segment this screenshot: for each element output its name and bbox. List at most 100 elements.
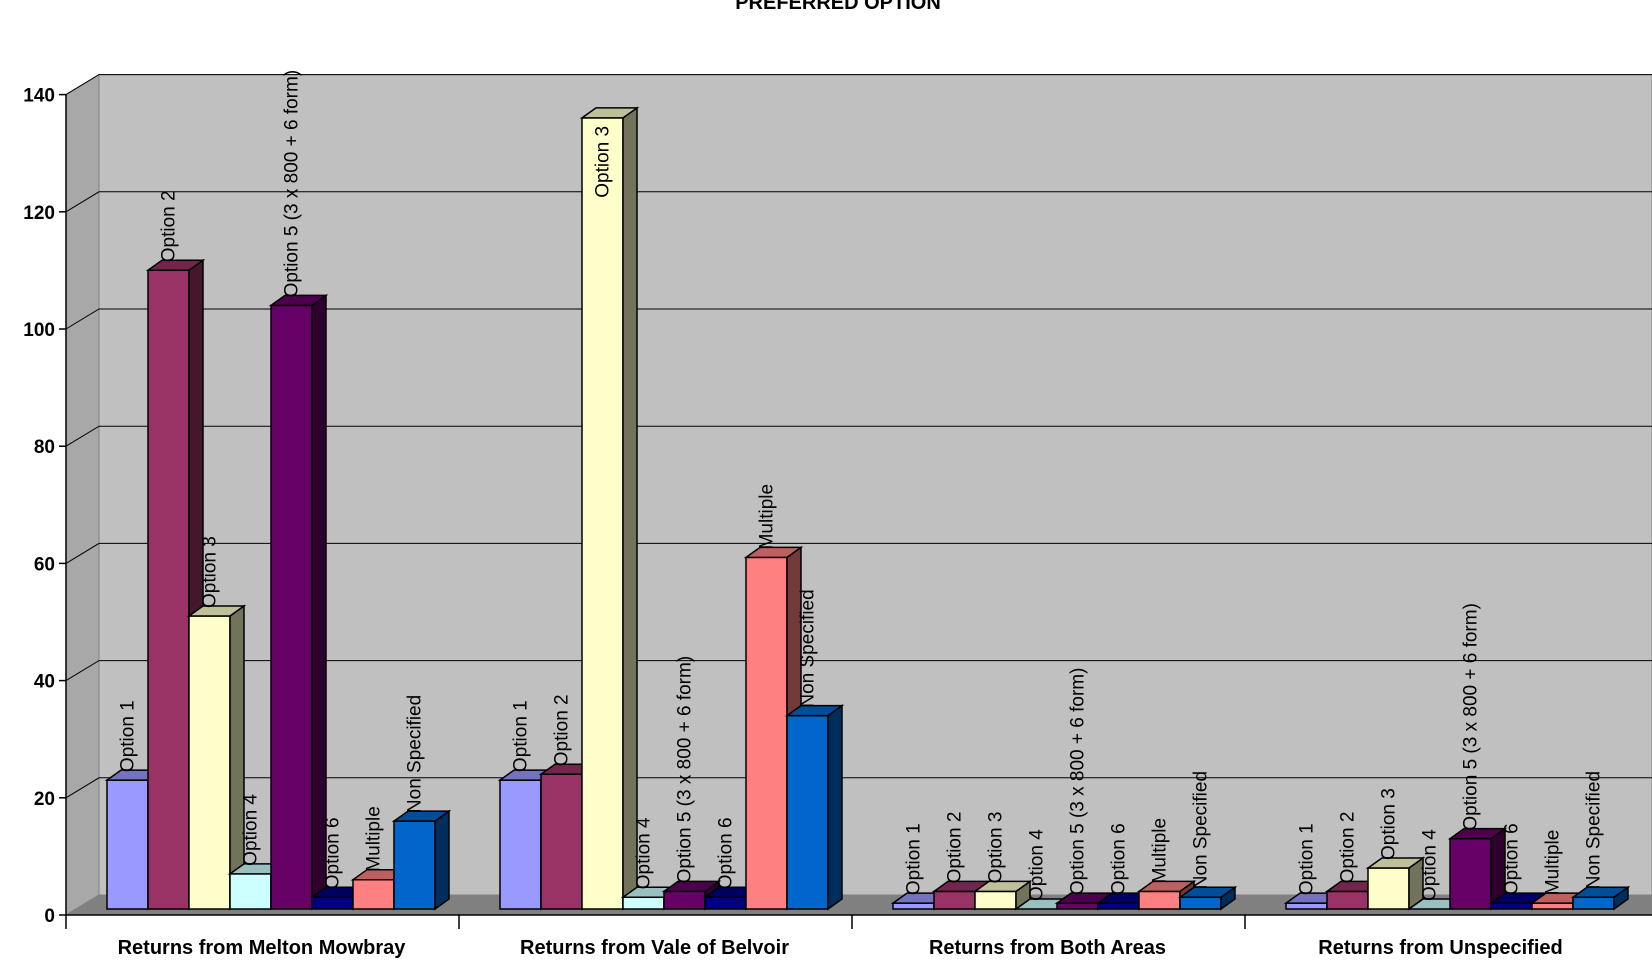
bar-front (622, 896, 665, 910)
y-tick-label: 0 (44, 906, 55, 927)
bar-front (147, 269, 190, 910)
bar-front (1367, 867, 1410, 910)
data-label: Option 3 (200, 536, 221, 608)
bar (186, 604, 247, 911)
data-label: Option 1 (118, 700, 139, 772)
axes-layer: 0 20 40 60 80 100 120 140 Returns from Melton Mo… (23, 0, 1652, 959)
bar-top (743, 546, 804, 559)
bar-front (892, 902, 935, 910)
data-label: Option 5 (3 x 800 + 6 form) (282, 70, 303, 298)
data-label: Option 6 (1109, 823, 1130, 895)
data-label: Option 5 (3 x 800 + 6 form) (1068, 668, 1089, 896)
bar-top (972, 880, 1033, 893)
category-label: Returns from Unspecified (1318, 937, 1562, 959)
bar-front (393, 820, 436, 910)
bar-front (581, 117, 624, 910)
data-label: Multiple (1150, 818, 1171, 883)
bar-front (1531, 902, 1574, 910)
y-tick-label: 120 (23, 203, 55, 224)
bar (579, 106, 640, 911)
bar-front (1056, 902, 1099, 910)
bar (1570, 885, 1631, 911)
y-tick-label: 100 (23, 320, 55, 341)
data-label: Option 4 (1420, 829, 1441, 901)
bar-front (311, 896, 354, 910)
bar-front (1285, 902, 1328, 910)
bar-side (827, 704, 843, 911)
bar-top (268, 294, 329, 307)
bar-top (1136, 880, 1197, 893)
bar (1177, 885, 1238, 911)
data-label: Multiple (364, 806, 385, 871)
bar (391, 809, 452, 911)
data-label: Non Specified (405, 695, 426, 813)
bar-side (311, 293, 327, 911)
gridline (65, 308, 1652, 330)
y-tick-label: 140 (23, 86, 55, 107)
bar (784, 704, 845, 911)
bar-top (579, 107, 640, 119)
bar-front (1326, 890, 1369, 910)
bar-top (1365, 857, 1426, 869)
bar-top (391, 810, 452, 822)
bar-front (229, 873, 272, 910)
bar-top (186, 605, 247, 617)
bar-front (786, 714, 829, 910)
gridline (65, 542, 1652, 564)
category-label: Returns from Vale of Belvoir (520, 937, 789, 959)
bar-front (352, 878, 395, 910)
bar-front (974, 890, 1017, 910)
bar-top (1570, 886, 1631, 899)
back-wall (98, 74, 1652, 896)
bar-front (1449, 837, 1492, 910)
data-label: Option 1 (904, 823, 925, 895)
data-label: Non Specified (1191, 771, 1212, 889)
data-label: Option 3 (986, 812, 1007, 884)
gridline (65, 777, 1652, 799)
bar-front (1572, 896, 1615, 910)
side-wall (65, 73, 100, 916)
chart-title: PREFERRED OPTION (735, 0, 941, 14)
category-label: Returns from Both Areas (929, 937, 1166, 959)
data-label: Option 6 (1502, 823, 1523, 895)
bar (268, 293, 329, 911)
data-label: Non Specified (798, 589, 819, 707)
data-label: Option 2 (1338, 812, 1359, 884)
data-labels-layer: Option 1 Option 2 Option 3 Option 4 Option 5… (118, 70, 1605, 901)
y-tick-label: 20 (34, 789, 55, 810)
bar-front (1179, 896, 1222, 910)
bar (1447, 827, 1508, 911)
bar-side (622, 106, 638, 911)
data-label: Option 1 (511, 700, 532, 772)
bar-front (1138, 890, 1181, 910)
data-label: Option 2 (552, 694, 573, 766)
category-label: Returns from Melton Mowbray (118, 937, 407, 959)
bar-front (499, 779, 542, 910)
bar-front (933, 890, 976, 910)
bar-top (661, 880, 722, 893)
bar-front (270, 304, 313, 910)
bars-layer (104, 106, 1631, 911)
bar-top (1447, 827, 1508, 840)
bar-front (1490, 902, 1533, 910)
data-label: Option 6 (716, 817, 737, 889)
bar-front (1097, 902, 1140, 910)
data-label: Option 6 (323, 817, 344, 889)
data-label: Option 5 (3 x 800 + 6 form) (675, 656, 696, 884)
y-tick-label: 60 (34, 554, 55, 575)
bar-front (745, 556, 788, 910)
data-label: Non Specified (1584, 771, 1605, 889)
bar-top (784, 704, 845, 717)
gridline (65, 191, 1652, 213)
data-label: Option 3 (593, 126, 614, 198)
bar-front (540, 773, 583, 910)
bar-front (106, 779, 149, 910)
gridline (65, 425, 1652, 447)
data-label: Option 4 (1027, 829, 1048, 901)
data-label: Option 4 (634, 817, 655, 889)
bar-side (434, 809, 450, 911)
data-label: Option 3 (1379, 788, 1400, 860)
bar-top (145, 259, 206, 272)
